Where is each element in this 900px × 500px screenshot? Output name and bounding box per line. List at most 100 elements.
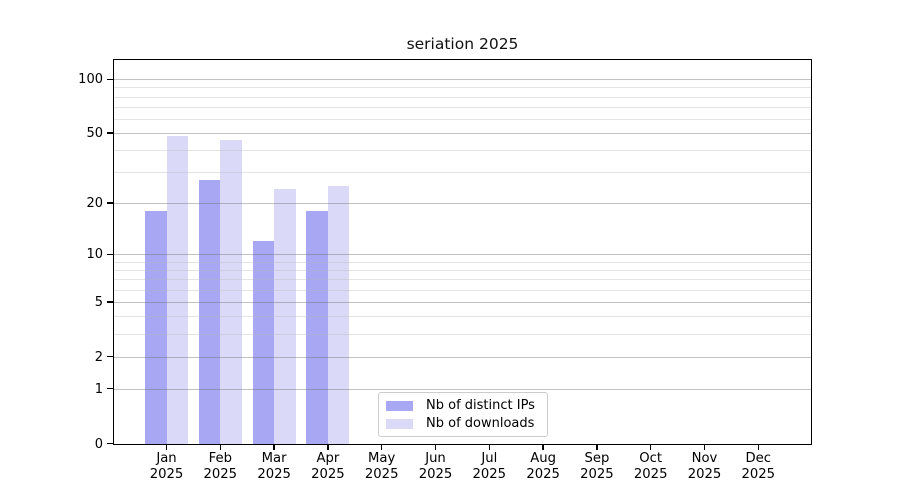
x-tick-oct-2025 — [650, 445, 652, 450]
x-tick-label-line: Jul — [481, 451, 498, 466]
x-tick-label-line: Jan — [156, 451, 177, 466]
x-tick-feb-2025 — [219, 445, 221, 450]
legend-swatch-distinct-ips — [386, 400, 413, 411]
legend: Nb of distinct IPs Nb of downloads — [378, 392, 548, 437]
minor-gridline-4 — [114, 316, 811, 318]
x-tick-label-may-2025: May 2025 — [352, 451, 412, 482]
x-tick-nov-2025 — [703, 445, 706, 450]
y-tick-0 — [107, 442, 114, 445]
major-gridline-5 — [114, 302, 811, 304]
minor-gridline-8 — [114, 270, 811, 272]
x-tick-apr-2025 — [327, 445, 329, 450]
y-tick-label-50: 50 — [86, 126, 103, 142]
x-tick-label-line: 2025 — [526, 466, 560, 482]
y-tick-label-10: 10 — [86, 247, 103, 263]
chart-title: seriation 2025 — [406, 35, 519, 53]
y-tick-2 — [107, 356, 114, 358]
y-tick-label-2: 2 — [94, 349, 103, 365]
x-tick-label-line: 2025 — [418, 466, 453, 482]
minor-gridline-70 — [114, 107, 811, 109]
x-tick-label-line: Nov — [691, 451, 718, 466]
x-tick-label-line: Apr — [316, 451, 340, 466]
y-tick-1 — [107, 388, 114, 390]
y-tick-10 — [107, 253, 114, 255]
x-tick-jun-2025 — [434, 445, 437, 450]
minor-gridline-9 — [114, 261, 811, 263]
x-tick-label-line: May — [368, 451, 396, 466]
x-tick-aug-2025 — [542, 445, 544, 450]
minor-gridline-30 — [114, 172, 811, 174]
x-tick-may-2025 — [381, 445, 383, 450]
y-tick-100 — [107, 78, 114, 80]
bar-nb-of-downloads-jan-2025 — [166, 136, 188, 444]
minor-gridline-80 — [114, 96, 811, 98]
x-tick-jul-2025 — [488, 445, 490, 450]
y-tick-label-1: 1 — [94, 381, 103, 397]
bar-nb-of-distinct-ips-apr-2025 — [306, 211, 328, 444]
x-tick-label-feb-2025: Feb 2025 — [190, 451, 250, 482]
x-tick-label-line: 2025 — [633, 466, 668, 482]
x-tick-label-aug-2025: Aug 2025 — [513, 451, 573, 482]
x-tick-label-apr-2025: Apr 2025 — [298, 451, 358, 482]
x-tick-label-mar-2025: Mar 2025 — [244, 451, 304, 482]
bar-nb-of-distinct-ips-feb-2025 — [198, 180, 221, 444]
legend-swatch-downloads — [386, 418, 413, 429]
x-tick-sep-2025 — [596, 445, 598, 450]
major-gridline-1 — [114, 388, 811, 390]
minor-gridline-3 — [114, 334, 811, 336]
x-tick-label-line: Jun — [425, 451, 446, 466]
y-tick-label-5: 5 — [94, 295, 103, 311]
legend-item-downloads: Nb of downloads — [386, 416, 540, 431]
legend-label-distinct-ips: Nb of distinct IPs — [426, 398, 535, 413]
legend-item-distinct-ips: Nb of distinct IPs — [386, 398, 540, 413]
y-tick-label-100: 100 — [78, 72, 103, 88]
minor-gridline-90 — [114, 87, 811, 89]
x-tick-label-line: Mar — [261, 451, 287, 466]
major-gridline-20 — [114, 203, 811, 205]
x-tick-label-line: 2025 — [472, 466, 507, 482]
y-tick-label-0: 0 — [94, 436, 103, 452]
bar-nb-of-distinct-ips-jan-2025 — [145, 211, 167, 444]
x-tick-label-line: Dec — [745, 451, 772, 466]
x-tick-label-line: 2025 — [687, 466, 722, 482]
x-tick-label-line: Aug — [530, 451, 556, 466]
x-tick-mar-2025 — [273, 445, 275, 450]
x-tick-label-line: Feb — [208, 451, 232, 466]
legend-label-downloads: Nb of downloads — [426, 416, 535, 431]
bar-nb-of-distinct-ips-mar-2025 — [252, 241, 275, 444]
x-tick-label-line: 2025 — [149, 466, 184, 482]
x-tick-label-line: 2025 — [311, 466, 345, 482]
major-gridline-50 — [114, 133, 811, 135]
major-gridline-2 — [114, 356, 811, 358]
y-tick-20 — [107, 202, 114, 204]
x-tick-label-line: Sep — [584, 451, 610, 466]
major-gridline-100 — [114, 79, 811, 81]
x-tick-label-line: 2025 — [580, 466, 614, 482]
x-tick-jan-2025 — [165, 445, 168, 450]
bar-nb-of-downloads-mar-2025 — [274, 189, 296, 444]
x-tick-label-dec-2025: Dec 2025 — [728, 451, 788, 482]
x-tick-label-nov-2025: Nov 2025 — [675, 451, 735, 482]
x-tick-label-jul-2025: Jul 2025 — [459, 451, 519, 482]
x-tick-label-line: 2025 — [257, 466, 291, 482]
x-tick-label-line: Oct — [639, 451, 663, 466]
x-tick-label-sep-2025: Sep 2025 — [567, 451, 627, 482]
y-tick-5 — [107, 301, 114, 303]
x-tick-label-jun-2025: Jun 2025 — [406, 451, 466, 482]
y-tick-50 — [107, 132, 114, 134]
minor-gridline-40 — [114, 150, 811, 152]
bar-nb-of-downloads-apr-2025 — [327, 186, 350, 444]
major-gridline-10 — [114, 254, 811, 256]
x-tick-dec-2025 — [757, 445, 759, 450]
minor-gridline-6 — [114, 289, 811, 291]
x-tick-label-line: 2025 — [741, 466, 776, 482]
x-tick-label-line: 2025 — [203, 466, 238, 482]
minor-gridline-60 — [114, 119, 811, 120]
bar-nb-of-downloads-feb-2025 — [220, 139, 242, 444]
x-tick-label-oct-2025: Oct 2025 — [621, 451, 681, 482]
x-tick-label-jan-2025: Jan 2025 — [137, 451, 197, 482]
y-tick-label-20: 20 — [86, 196, 103, 212]
minor-gridline-7 — [114, 279, 811, 281]
x-tick-label-line: 2025 — [364, 466, 399, 482]
